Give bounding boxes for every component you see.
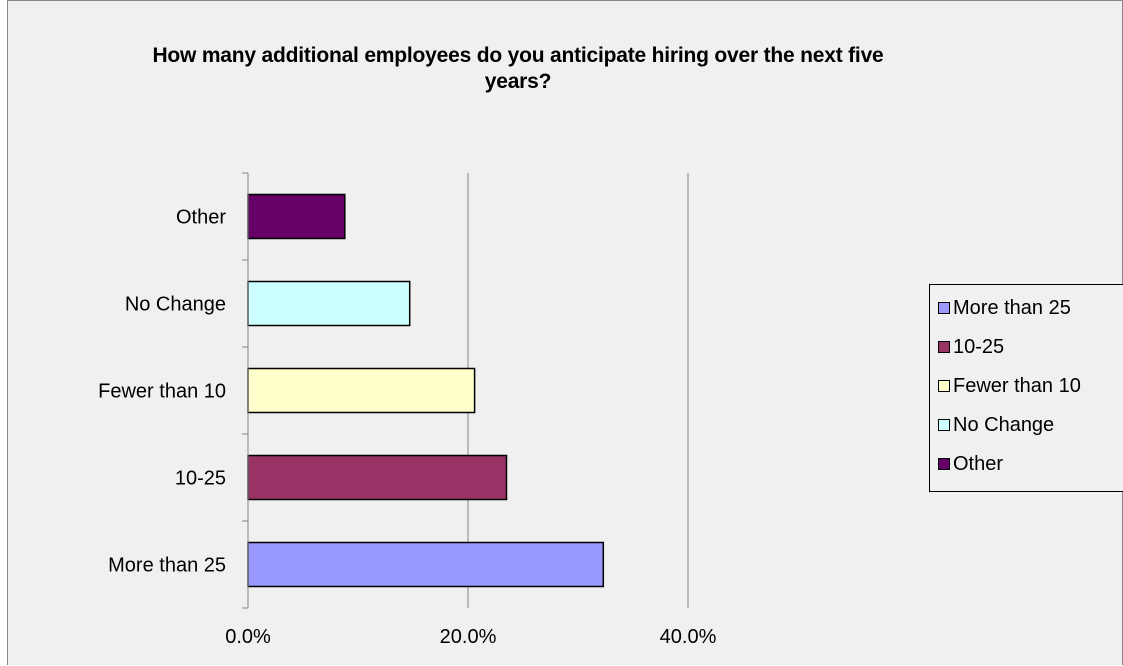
legend-label: No Change <box>953 413 1055 436</box>
bar <box>247 367 476 414</box>
legend-swatch <box>938 419 950 431</box>
legend-item: Other <box>938 451 1003 477</box>
bar <box>247 541 605 588</box>
legend-swatch <box>938 341 950 353</box>
bar <box>247 193 346 240</box>
category-label: Fewer than 10 <box>98 381 226 403</box>
chart-plot: More than 25 10-25 Fewer than 10 No Change O… <box>98 172 717 648</box>
legend-label: Other <box>953 452 1004 475</box>
category-label: 10-25 <box>175 468 226 490</box>
legend-swatch <box>938 458 950 470</box>
category-label: No Change <box>125 294 226 316</box>
legend-item: No Change <box>938 412 1054 438</box>
category-label: Other <box>176 207 226 229</box>
x-tick-label: 0.0% <box>225 626 271 648</box>
legend-item: More than 25 <box>938 295 1071 321</box>
legend-swatch <box>938 302 950 314</box>
x-tick-label: 40.0% <box>660 626 717 648</box>
x-tick-label: 20.0% <box>440 626 497 648</box>
legend: More than 25 10-25 Fewer than 10 No Chan… <box>929 284 1123 492</box>
legend-item: 10-25 <box>938 334 1004 360</box>
legend-swatch <box>938 380 950 392</box>
category-label: More than 25 <box>108 555 226 577</box>
legend-label: More than 25 <box>953 296 1071 319</box>
chart-area: How many additional employees do you ant… <box>7 0 1123 665</box>
bar <box>247 280 411 327</box>
bar <box>247 454 508 501</box>
legend-item: Fewer than 10 <box>938 373 1081 399</box>
legend-label: 10-25 <box>953 335 1005 358</box>
legend-label: Fewer than 10 <box>953 374 1081 397</box>
chart-title: How many additional employees do you ant… <box>152 44 884 93</box>
